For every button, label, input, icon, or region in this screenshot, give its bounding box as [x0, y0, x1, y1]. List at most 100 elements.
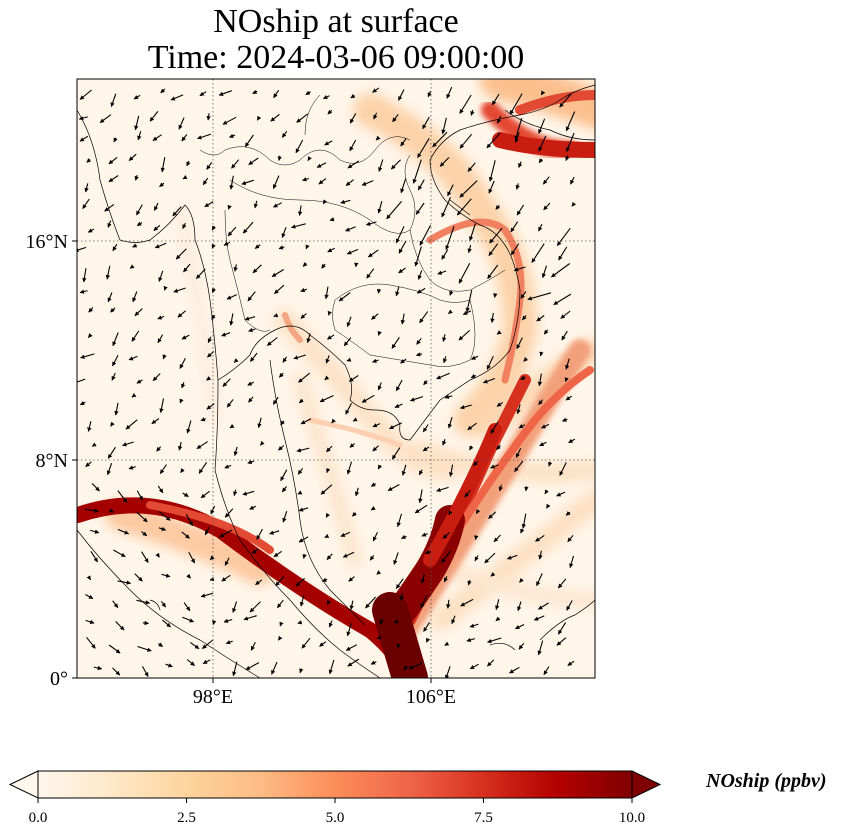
wind-arrow	[541, 265, 548, 279]
wind-arrow	[538, 158, 544, 164]
coastlines	[77, 84, 595, 678]
wind-arrow	[275, 576, 285, 587]
wind-arrow	[79, 89, 92, 100]
wind-arrow	[223, 241, 231, 246]
wind-arrow	[299, 668, 304, 674]
wind-arrow	[546, 503, 551, 509]
wind-arrow	[417, 179, 425, 191]
wind-arrow	[249, 601, 261, 613]
lat-tick-label-8n: 8°N	[36, 450, 68, 472]
wind-arrow	[272, 396, 279, 405]
wind-arrow	[376, 570, 382, 575]
wind-arrow	[509, 666, 520, 674]
wind-arrow	[466, 637, 476, 642]
wind-arrow	[443, 576, 448, 583]
wind-arrow	[160, 600, 167, 608]
wind-arrow	[437, 270, 447, 275]
wind-arrow	[419, 311, 429, 324]
wind-arrow	[84, 183, 89, 193]
wind-arrow	[467, 579, 472, 586]
wind-arrow	[282, 511, 288, 523]
wind-arrow	[153, 224, 161, 232]
wind-arrow	[543, 666, 550, 676]
wind-arrow	[86, 636, 96, 649]
wind-arrow	[79, 135, 89, 142]
wind-arrow	[386, 201, 402, 220]
wind-arrow	[300, 313, 307, 319]
wind-arrow	[518, 643, 525, 650]
wind-arrow	[297, 468, 304, 475]
map-plot-area	[77, 79, 595, 678]
wind-arrow	[137, 131, 142, 141]
wind-arrow	[469, 623, 479, 628]
wind-arrow	[142, 620, 149, 626]
wind-arrow	[422, 446, 430, 452]
wind-arrow	[354, 262, 359, 268]
wind-arrow	[224, 464, 232, 469]
wind-arrow	[270, 113, 280, 122]
wind-arrow	[298, 507, 309, 512]
wind-arrow	[107, 446, 116, 459]
wind-arrow	[104, 203, 115, 212]
wind-arrow	[319, 395, 334, 403]
wind-arrow	[218, 90, 232, 96]
wind-arrow	[159, 182, 165, 188]
wind-arrow	[533, 615, 545, 621]
wind-arrow	[493, 293, 498, 298]
wind-arrow	[223, 618, 233, 623]
wind-arrow	[132, 291, 138, 303]
wind-arrow	[391, 336, 400, 349]
wind-arrow	[141, 551, 149, 563]
wind-arrow	[346, 623, 352, 637]
wind-arrow	[537, 640, 544, 656]
wind-arrow	[296, 447, 310, 453]
wind-arrow	[112, 243, 118, 252]
wind-arrow	[129, 264, 135, 269]
wind-arrow	[329, 217, 335, 222]
wind-arrow	[282, 356, 288, 363]
wind-arrow	[186, 420, 192, 434]
wind-arrow	[181, 334, 190, 340]
wind-arrow	[515, 183, 520, 190]
wind-arrow	[327, 109, 333, 115]
wind-arrow	[419, 225, 432, 246]
wind-arrow	[189, 641, 200, 650]
wind-arrow	[110, 307, 116, 313]
wind-arrow	[447, 417, 453, 429]
wind-arrow	[473, 460, 479, 467]
wind-arrow	[222, 378, 231, 387]
colorbar-extend-max	[631, 770, 662, 799]
wind-arrow	[219, 529, 233, 538]
wind-arrow	[328, 620, 333, 628]
wind-arrow	[474, 555, 479, 562]
wind-arrow	[451, 615, 456, 625]
wind-arrow	[420, 573, 426, 584]
wind-arrow	[224, 557, 230, 566]
wind-arrow	[536, 315, 545, 322]
wind-arrow	[117, 490, 128, 503]
wind-arrow	[516, 204, 525, 216]
wind-arrow	[90, 529, 100, 534]
wind-arrow	[299, 595, 305, 607]
wind-arrow	[350, 93, 356, 99]
wind-arrow	[441, 197, 452, 218]
wind-arrow	[441, 249, 449, 260]
wind-arrow	[398, 89, 405, 101]
wind-arrow	[565, 111, 576, 132]
map-frame	[76, 78, 596, 679]
wind-arrow	[142, 666, 149, 677]
wind-arrow	[484, 552, 496, 564]
wind-arrow	[302, 553, 307, 559]
wind-arrow	[170, 94, 184, 101]
wind-arrow	[567, 534, 574, 543]
wind-arrow	[387, 484, 400, 492]
wind-arrow	[86, 575, 92, 581]
wind-arrow	[257, 417, 262, 429]
wind-arrow	[349, 443, 355, 448]
wind-arrow	[375, 135, 381, 141]
wind-arrow	[372, 445, 379, 452]
wind-arrow	[370, 660, 377, 665]
wind-arrow	[490, 572, 496, 577]
wind-arrow	[231, 159, 240, 169]
wind-arrow	[487, 659, 495, 667]
